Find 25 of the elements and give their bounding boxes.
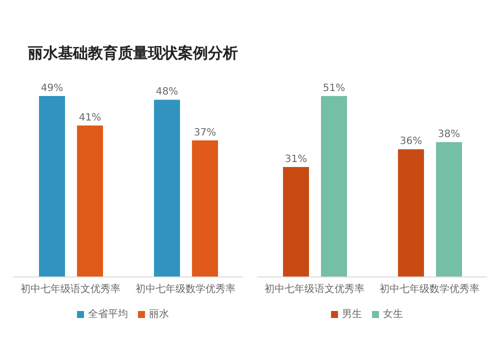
legend-label: 女生 xyxy=(383,309,403,320)
legend-label: 丽水 xyxy=(149,309,169,320)
data-label: 38% xyxy=(438,129,460,140)
bar xyxy=(39,96,65,277)
bar xyxy=(77,126,103,277)
bar xyxy=(398,149,424,277)
data-label: 51% xyxy=(322,83,346,94)
data-label: 41% xyxy=(78,112,102,124)
x-tick-label: 初中七年级语文优秀率 xyxy=(264,283,364,296)
legend-label: 全省平均 xyxy=(88,309,128,320)
data-label: 36% xyxy=(400,136,422,148)
data-label: 48% xyxy=(156,86,178,98)
data-label: 49% xyxy=(40,83,64,94)
bar xyxy=(283,166,309,277)
data-label: 37% xyxy=(194,127,216,138)
chart-title: 丽水基础教育质量现状案例分析 xyxy=(28,44,238,63)
x-tick-label: 初中七年级数学优秀率 xyxy=(380,283,480,296)
bar xyxy=(154,100,180,277)
bar xyxy=(436,142,462,277)
data-label: 31% xyxy=(284,154,308,165)
x-tick-label: 初中七年级数学优秀率 xyxy=(136,283,236,296)
legend-label: 男生 xyxy=(342,309,362,320)
bar xyxy=(192,140,218,277)
bar xyxy=(321,96,347,277)
x-tick-label: 初中七年级语文优秀率 xyxy=(20,283,120,296)
